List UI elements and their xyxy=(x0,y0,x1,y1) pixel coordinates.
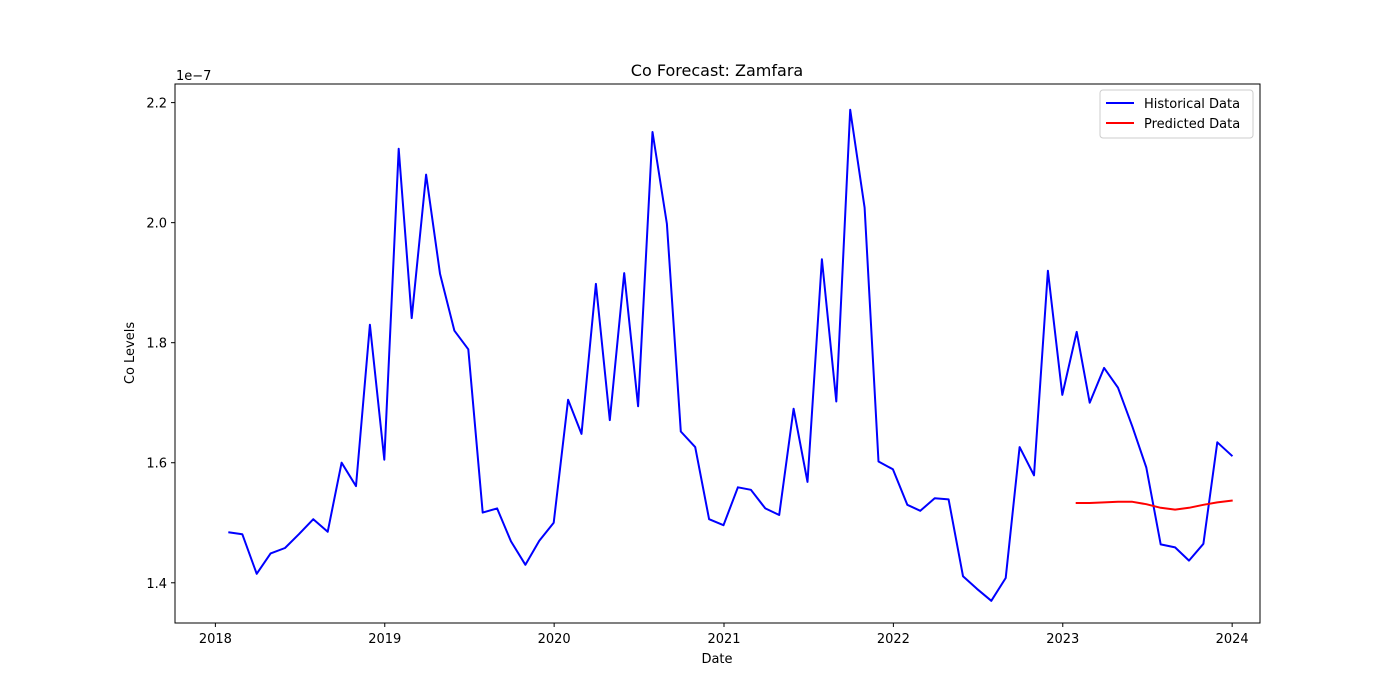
x-tick-label: 2018 xyxy=(199,632,232,647)
y-tick-label: 2.2 xyxy=(146,97,167,112)
legend-label: Predicted Data xyxy=(1144,117,1240,132)
x-tick-label: 2022 xyxy=(877,632,910,647)
x-tick-label: 2019 xyxy=(368,632,401,647)
y-tick-label: 1.8 xyxy=(146,337,167,352)
y-tick-label: 2.0 xyxy=(146,217,167,232)
x-tick-label: 2020 xyxy=(538,632,571,647)
legend: Historical Data Predicted Data xyxy=(1099,89,1254,139)
chart-title: Co Forecast: Zamfara xyxy=(631,61,803,80)
y-tick-label: 1.4 xyxy=(146,577,167,592)
series-line-historical xyxy=(228,108,1234,602)
x-tick-label: 2024 xyxy=(1216,632,1249,647)
plot-area: 2018 2019 2020 2021 2022 2023 2024 1.4 1.6 1.8 2.0… xyxy=(146,97,1248,647)
legend-box xyxy=(1099,89,1254,139)
y-axis-label: Co Levels xyxy=(123,322,138,384)
legend-label: Historical Data xyxy=(1144,97,1240,112)
x-tick-label: 2023 xyxy=(1046,632,1079,647)
y-offset-label: 1e−7 xyxy=(176,69,211,84)
series-line-predicted xyxy=(1075,499,1233,511)
y-tick-label: 1.6 xyxy=(146,457,167,472)
x-tick-label: 2021 xyxy=(707,632,740,647)
plot-frame xyxy=(174,83,1261,624)
x-axis-label: Date xyxy=(701,652,732,667)
